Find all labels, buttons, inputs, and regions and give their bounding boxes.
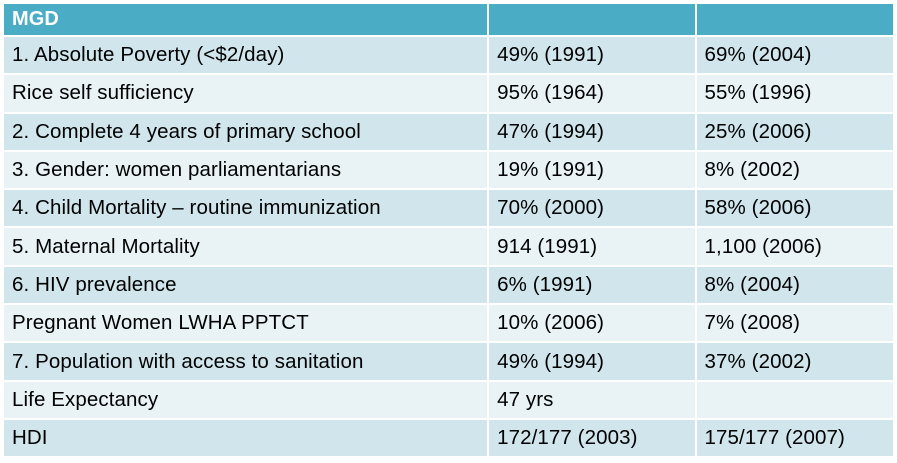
- indicator-cell: Pregnant Women LWHA PPTCT: [4, 305, 488, 342]
- table-row: 2. Complete 4 years of primary school 47…: [4, 113, 893, 150]
- baseline-value-cell: 19% (1991): [489, 151, 695, 189]
- baseline-value-cell: 47 yrs: [489, 381, 695, 418]
- header-cell-indicator: MGD: [4, 4, 488, 35]
- baseline-value-cell: 70% (2000): [489, 190, 695, 227]
- table-row: 3. Gender: women parliamentarians 19% (1…: [4, 151, 893, 189]
- header-cell-baseline: [489, 4, 695, 35]
- latest-value-cell: 37% (2002): [696, 343, 893, 380]
- table-row: Pregnant Women LWHA PPTCT 10% (2006) 7% …: [4, 305, 893, 342]
- table-row: 5. Maternal Mortality 914 (1991) 1,100 (…: [4, 228, 893, 265]
- latest-value-cell: 58% (2006): [696, 190, 893, 227]
- indicator-cell: 2. Complete 4 years of primary school: [4, 113, 488, 150]
- latest-value-cell: 69% (2004): [696, 37, 893, 74]
- baseline-value-cell: 49% (1991): [489, 37, 695, 74]
- table-row: 4. Child Mortality – routine immunizatio…: [4, 190, 893, 227]
- header-cell-latest: [696, 4, 893, 35]
- latest-value-cell: 175/177 (2007): [696, 419, 893, 457]
- indicator-cell: 1. Absolute Poverty (<$2/day): [4, 37, 488, 74]
- latest-value-cell: [696, 381, 893, 418]
- latest-value-cell: 55% (1996): [696, 75, 893, 112]
- indicator-cell: HDI: [4, 419, 488, 457]
- baseline-value-cell: 172/177 (2003): [489, 419, 695, 457]
- baseline-value-cell: 914 (1991): [489, 228, 695, 265]
- table-row: 1. Absolute Poverty (<$2/day) 49% (1991)…: [4, 37, 893, 74]
- latest-value-cell: 8% (2004): [696, 266, 893, 304]
- latest-value-cell: 1,100 (2006): [696, 228, 893, 265]
- latest-value-cell: 8% (2002): [696, 151, 893, 189]
- indicator-cell: Rice self sufficiency: [4, 75, 488, 112]
- baseline-value-cell: 95% (1964): [489, 75, 695, 112]
- indicator-cell: 7. Population with access to sanitation: [4, 343, 488, 380]
- indicator-cell: 4. Child Mortality – routine immunizatio…: [4, 190, 488, 227]
- table-row: HDI 172/177 (2003) 175/177 (2007): [4, 419, 893, 457]
- latest-value-cell: 25% (2006): [696, 113, 893, 150]
- indicator-cell: Life Expectancy: [4, 381, 488, 418]
- indicator-cell: 5. Maternal Mortality: [4, 228, 488, 265]
- indicator-cell: 3. Gender: women parliamentarians: [4, 151, 488, 189]
- table-row: Life Expectancy 47 yrs: [4, 381, 893, 418]
- baseline-value-cell: 10% (2006): [489, 305, 695, 342]
- table-header-row: MGD: [4, 4, 893, 35]
- baseline-value-cell: 47% (1994): [489, 113, 695, 150]
- table-row: Rice self sufficiency 95% (1964) 55% (19…: [4, 75, 893, 112]
- baseline-value-cell: 6% (1991): [489, 266, 695, 304]
- table-row: 6. HIV prevalence 6% (1991) 8% (2004): [4, 266, 893, 304]
- baseline-value-cell: 49% (1994): [489, 343, 695, 380]
- latest-value-cell: 7% (2008): [696, 305, 893, 342]
- indicator-cell: 6. HIV prevalence: [4, 266, 488, 304]
- table-row: 7. Population with access to sanitation …: [4, 343, 893, 380]
